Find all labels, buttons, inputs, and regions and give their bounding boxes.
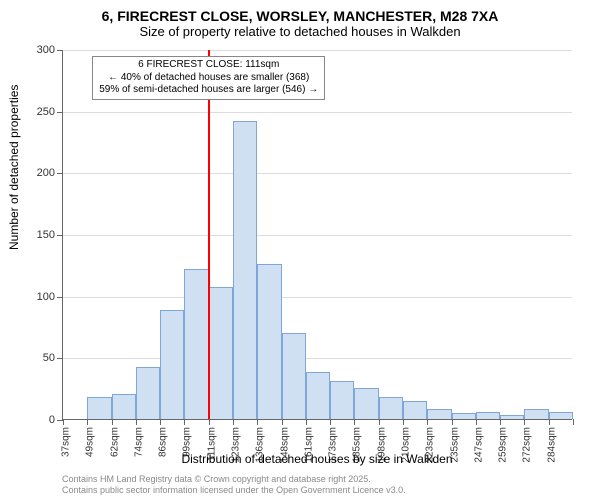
x-tick [500, 419, 501, 425]
grid-line [63, 235, 572, 236]
y-tick-label: 50 [43, 352, 55, 364]
grid-line [63, 173, 572, 174]
bar [379, 397, 403, 419]
x-tick [476, 419, 477, 425]
annotation-line: 6 FIRECREST CLOSE: 111sqm [99, 59, 318, 72]
x-tick [354, 419, 355, 425]
x-tick [282, 419, 283, 425]
footer-line2: Contains public sector information licen… [62, 485, 406, 496]
y-axis-title: Number of detached properties [7, 85, 21, 250]
y-tick [57, 358, 63, 359]
x-axis-title: Distribution of detached houses by size … [62, 452, 572, 466]
x-tick [573, 419, 574, 425]
bar [500, 415, 524, 419]
y-tick [57, 173, 63, 174]
histogram-chart: 6, FIRECREST CLOSE, WORSLEY, MANCHESTER,… [0, 0, 600, 500]
bar [136, 367, 160, 419]
x-tick [160, 419, 161, 425]
x-tick [306, 419, 307, 425]
annotation-line: 59% of semi-detached houses are larger (… [99, 84, 318, 97]
bar [282, 333, 306, 419]
bar [354, 388, 378, 419]
y-tick-label: 200 [37, 167, 55, 179]
bar [427, 409, 451, 419]
y-tick-label: 150 [37, 229, 55, 241]
y-tick [57, 235, 63, 236]
grid-line [63, 112, 572, 113]
chart-title: 6, FIRECREST CLOSE, WORSLEY, MANCHESTER,… [0, 8, 600, 24]
chart-footer: Contains HM Land Registry data © Crown c… [62, 474, 406, 496]
y-tick [57, 112, 63, 113]
x-tick [549, 419, 550, 425]
annotation-box: 6 FIRECREST CLOSE: 111sqm← 40% of detach… [92, 56, 325, 100]
grid-line [63, 358, 572, 359]
y-tick-label: 250 [37, 106, 55, 118]
x-tick [233, 419, 234, 425]
x-tick [184, 419, 185, 425]
bar [257, 264, 281, 419]
x-tick [257, 419, 258, 425]
x-tick [87, 419, 88, 425]
footer-line1: Contains HM Land Registry data © Crown c… [62, 474, 406, 485]
y-tick-label: 300 [37, 44, 55, 56]
bar [330, 381, 354, 419]
x-tick [524, 419, 525, 425]
y-tick-label: 0 [49, 414, 55, 426]
bar [233, 121, 257, 419]
x-tick [452, 419, 453, 425]
y-tick [57, 297, 63, 298]
grid-line [63, 50, 572, 51]
x-tick [403, 419, 404, 425]
y-tick [57, 50, 63, 51]
grid-line [63, 297, 572, 298]
chart-subtitle: Size of property relative to detached ho… [0, 24, 600, 39]
bar [524, 409, 548, 419]
x-tick [427, 419, 428, 425]
x-tick [63, 419, 64, 425]
bar [160, 310, 184, 419]
x-tick [379, 419, 380, 425]
x-tick [209, 419, 210, 425]
bar [549, 412, 573, 419]
bar [403, 401, 427, 420]
reference-line [208, 50, 210, 419]
x-tick [112, 419, 113, 425]
bar [184, 269, 208, 419]
annotation-line: ← 40% of detached houses are smaller (36… [99, 72, 318, 85]
bar [452, 413, 476, 419]
y-tick-label: 100 [37, 291, 55, 303]
bar [112, 394, 136, 419]
bar [306, 372, 330, 419]
bar [476, 412, 500, 419]
chart-title-block: 6, FIRECREST CLOSE, WORSLEY, MANCHESTER,… [0, 8, 600, 39]
bar [87, 397, 111, 419]
bar [209, 287, 233, 419]
x-tick [136, 419, 137, 425]
plot-area: 05010015020025030037sqm49sqm62sqm74sqm86… [62, 50, 572, 420]
x-tick [330, 419, 331, 425]
